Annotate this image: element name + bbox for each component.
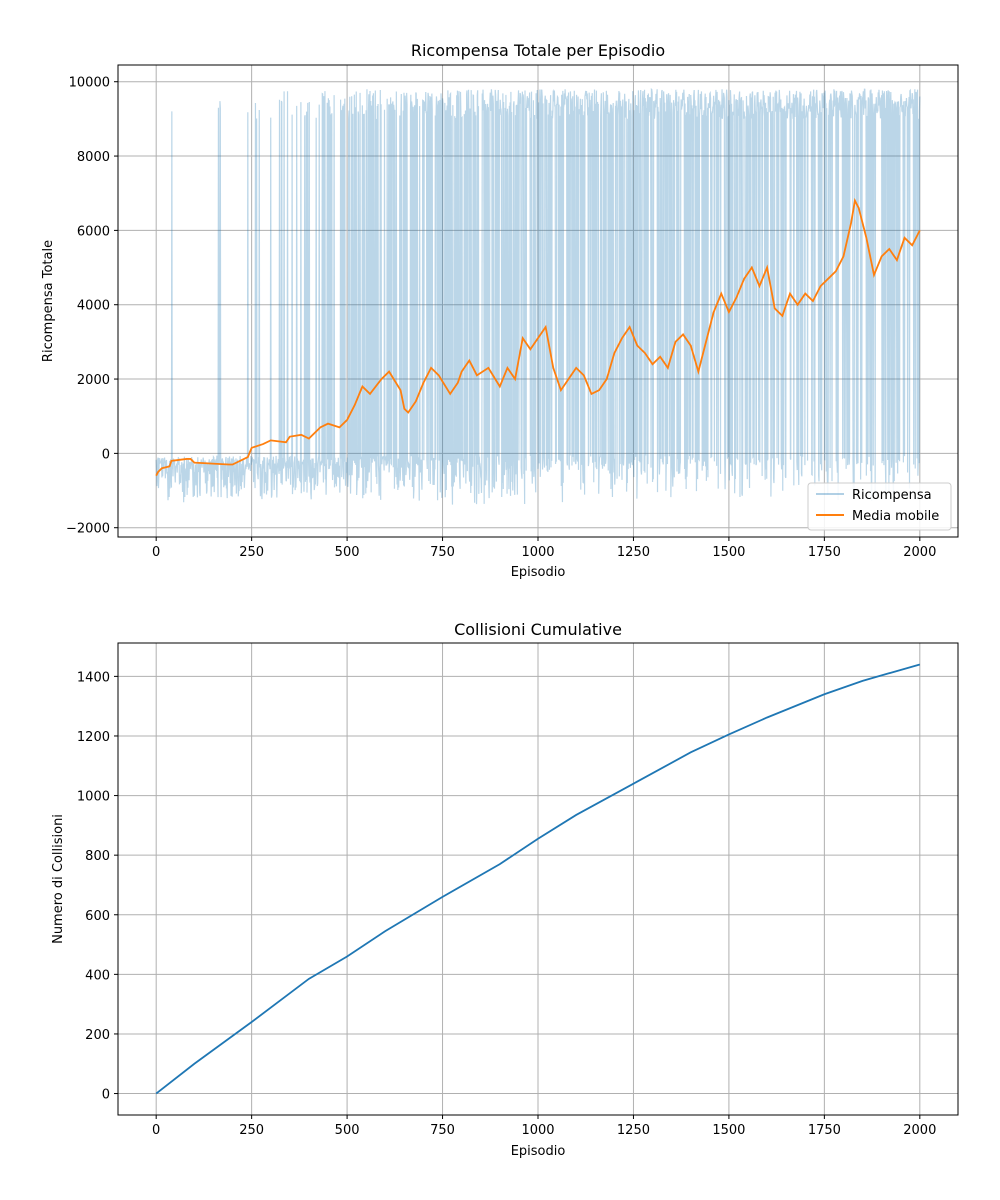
reward-chart-xlabel: Episodio xyxy=(511,565,566,580)
reward-chart-title: Ricompensa Totale per Episodio xyxy=(411,41,665,60)
y-tick-label: 1400 xyxy=(77,670,110,685)
reward-chart-grid xyxy=(118,65,958,537)
y-tick-label: 0 xyxy=(102,1088,110,1103)
x-tick-label: 500 xyxy=(335,1123,360,1138)
y-tick-label: 8000 xyxy=(77,150,110,165)
x-tick-label: 250 xyxy=(239,1123,264,1138)
x-tick-label: 2000 xyxy=(903,1123,936,1138)
x-tick-label: 1500 xyxy=(712,545,745,560)
reward-chart-legend: Ricompensa Media mobile xyxy=(807,482,952,531)
reward-chart: Ricompensa Totale per Episodio 0 250 500 75… xyxy=(41,41,959,580)
y-tick-label: 10000 xyxy=(69,76,110,91)
y-tick-label: 1200 xyxy=(77,730,110,745)
x-tick-label: 1250 xyxy=(617,545,650,560)
legend-label-average: Media mobile xyxy=(852,509,939,524)
y-tick-label: 4000 xyxy=(77,299,110,314)
reward-series-moving-average xyxy=(155,197,921,477)
y-tick-label: 800 xyxy=(85,849,110,864)
y-tick-label: 200 xyxy=(85,1028,110,1043)
collisions-chart: Collisioni Cumulative 0 250 500 750 1000 1250… xyxy=(51,620,959,1159)
x-tick-label: 750 xyxy=(430,545,455,560)
collisions-line xyxy=(155,663,921,1095)
x-tick-label: 1000 xyxy=(521,1123,554,1138)
y-tick-label: 400 xyxy=(85,968,110,983)
x-tick-label: 500 xyxy=(335,545,360,560)
collisions-series xyxy=(155,663,921,1095)
reward-series-raw xyxy=(155,88,921,505)
y-tick-label: 1000 xyxy=(77,790,110,805)
x-tick-label: 750 xyxy=(430,1123,455,1138)
x-tick-label: 1750 xyxy=(808,1123,841,1138)
reward-raw-line xyxy=(155,88,921,505)
legend-label-raw: Ricompensa xyxy=(852,488,932,503)
moving-average-line xyxy=(155,197,921,477)
x-tick-label: 0 xyxy=(152,1123,160,1138)
y-tick-label: 0 xyxy=(102,447,110,462)
collisions-chart-title: Collisioni Cumulative xyxy=(454,620,622,639)
y-tick-label: −2000 xyxy=(66,522,110,537)
x-tick-label: 0 xyxy=(152,545,160,560)
collisions-chart-x-ticks: 0 250 500 750 1000 1250 1500 1750 2000 xyxy=(152,1115,936,1138)
x-tick-label: 1000 xyxy=(521,545,554,560)
reward-chart-ylabel: Ricompensa Totale xyxy=(41,240,56,362)
collisions-chart-y-ticks: 0 200 400 600 800 1000 1200 1400 xyxy=(77,670,118,1103)
collisions-chart-xlabel: Episodio xyxy=(511,1144,566,1159)
x-tick-label: 1500 xyxy=(712,1123,745,1138)
y-tick-label: 6000 xyxy=(77,224,110,239)
y-tick-label: 2000 xyxy=(77,373,110,388)
legend-box xyxy=(807,482,952,531)
y-tick-label: 600 xyxy=(85,909,110,924)
collisions-chart-grid xyxy=(118,643,958,1115)
x-tick-label: 2000 xyxy=(903,545,936,560)
collisions-chart-ylabel: Numero di Collisioni xyxy=(51,814,66,944)
reward-chart-x-ticks: 0 250 500 750 1000 1250 1500 1750 2000 xyxy=(152,537,936,560)
reward-chart-y-ticks: −2000 0 2000 4000 6000 8000 10000 xyxy=(66,76,118,537)
x-tick-label: 250 xyxy=(239,545,264,560)
x-tick-label: 1750 xyxy=(808,545,841,560)
x-tick-label: 1250 xyxy=(617,1123,650,1138)
